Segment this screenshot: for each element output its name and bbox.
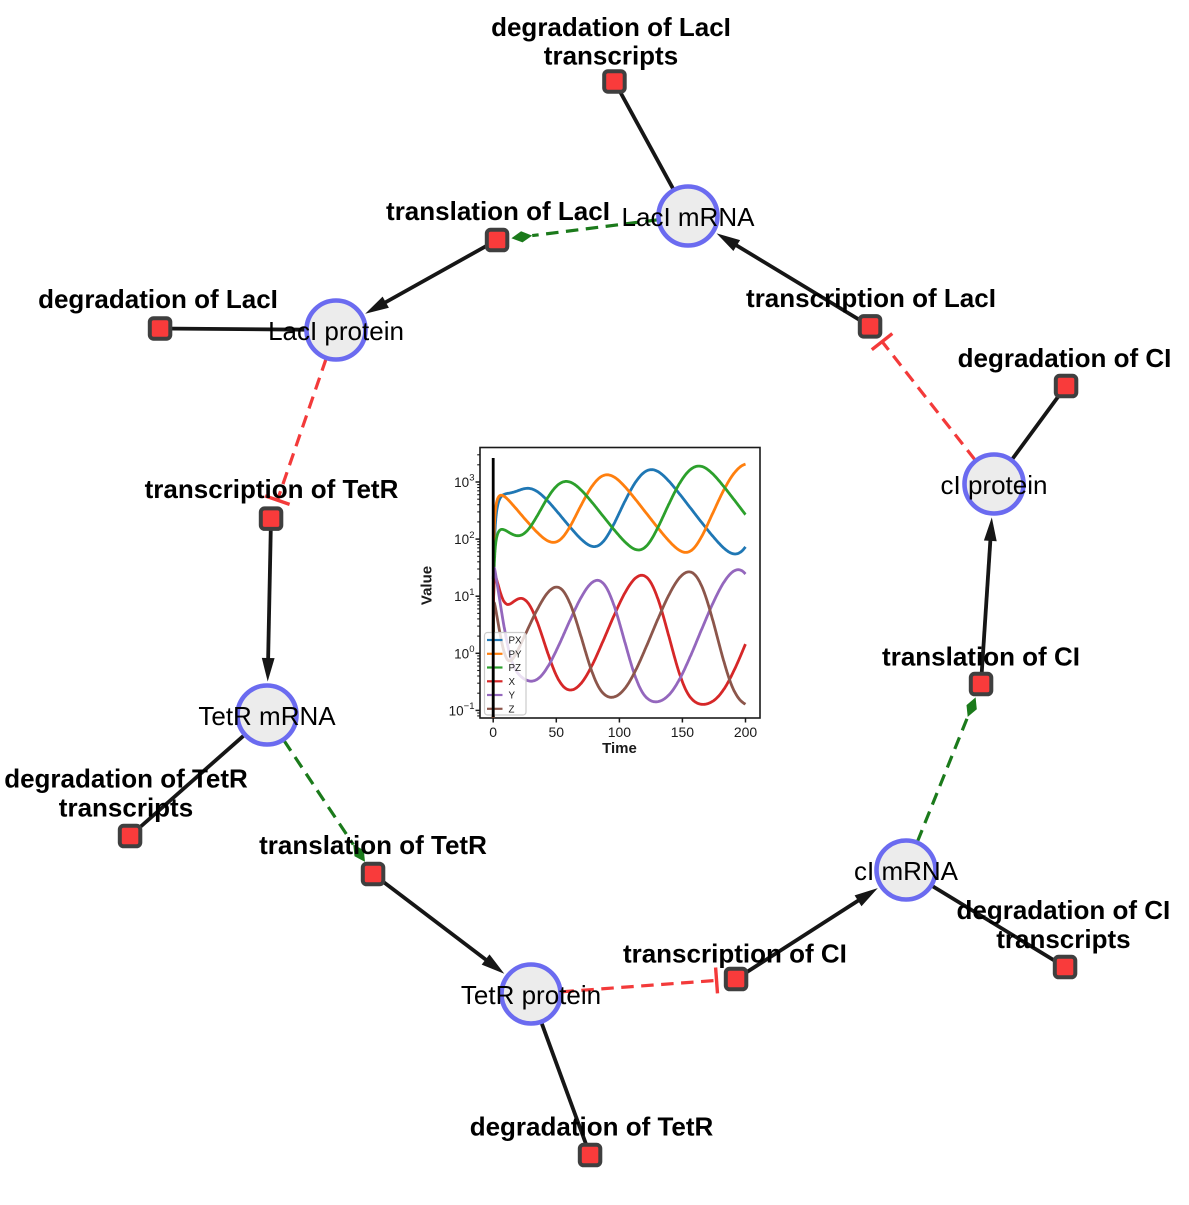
svg-text:PZ: PZ xyxy=(509,663,522,674)
svg-text:Time: Time xyxy=(602,740,637,757)
svg-text:degradation of CI: degradation of CI xyxy=(957,895,1171,925)
svg-text:degradation of LacI: degradation of LacI xyxy=(38,284,278,314)
svg-text:degradation of CI: degradation of CI xyxy=(958,343,1172,373)
svg-text:0: 0 xyxy=(489,724,497,740)
svg-text:transcription of LacI: transcription of LacI xyxy=(746,283,996,313)
svg-text:transcripts: transcripts xyxy=(544,41,678,71)
svg-text:transcripts: transcripts xyxy=(59,793,193,823)
svg-text:degradation of LacI: degradation of LacI xyxy=(491,12,731,42)
svg-text:translation of CI: translation of CI xyxy=(882,642,1080,672)
svg-text:transcripts: transcripts xyxy=(996,924,1130,954)
svg-text:PX: PX xyxy=(509,636,523,647)
svg-text:translation of LacI: translation of LacI xyxy=(386,196,610,226)
svg-text:transcription of CI: transcription of CI xyxy=(623,939,847,969)
svg-text:102: 102 xyxy=(454,530,474,547)
svg-text:101: 101 xyxy=(454,587,474,604)
svg-text:LacI mRNA: LacI mRNA xyxy=(622,202,756,232)
svg-text:10−1: 10−1 xyxy=(449,701,475,718)
svg-text:degradation of TetR: degradation of TetR xyxy=(470,1111,714,1141)
svg-text:Value: Value xyxy=(419,566,436,605)
svg-text:100: 100 xyxy=(454,644,474,661)
svg-text:translation of TetR: translation of TetR xyxy=(259,830,487,860)
svg-text:Y: Y xyxy=(509,691,516,702)
svg-text:transcription of TetR: transcription of TetR xyxy=(145,474,399,504)
svg-text:degradation of TetR: degradation of TetR xyxy=(4,764,248,794)
svg-text:100: 100 xyxy=(608,724,632,740)
svg-text:103: 103 xyxy=(454,473,474,490)
svg-text:cI mRNA: cI mRNA xyxy=(854,856,959,886)
svg-text:TetR protein: TetR protein xyxy=(461,980,601,1010)
svg-text:50: 50 xyxy=(549,724,565,740)
svg-text:Z: Z xyxy=(509,704,515,715)
svg-text:200: 200 xyxy=(734,724,758,740)
svg-text:PY: PY xyxy=(509,649,523,660)
svg-text:cI protein: cI protein xyxy=(941,470,1048,500)
svg-text:LacI protein: LacI protein xyxy=(268,316,404,346)
svg-text:150: 150 xyxy=(671,724,695,740)
svg-text:TetR mRNA: TetR mRNA xyxy=(198,701,336,731)
svg-text:X: X xyxy=(509,677,516,688)
